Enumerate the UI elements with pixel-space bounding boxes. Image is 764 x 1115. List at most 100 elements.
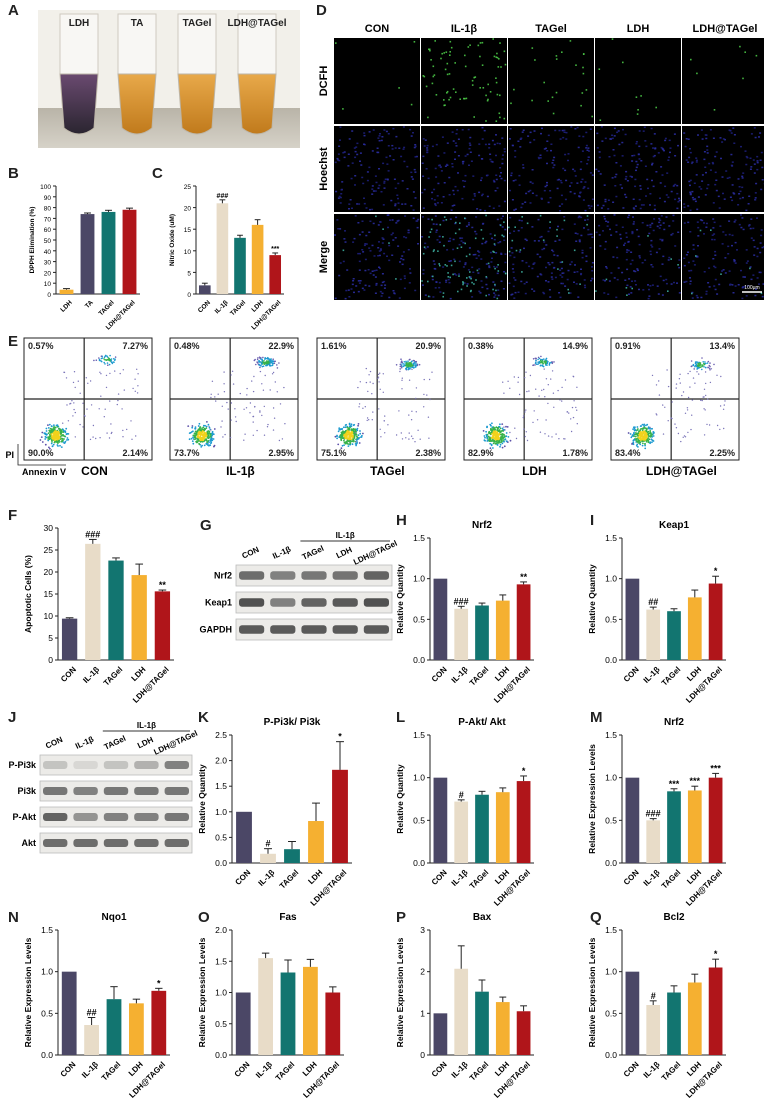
quadrant-lr: 2.38% <box>415 448 441 458</box>
nucleus-dot <box>442 266 445 268</box>
nucleus-dot <box>358 203 361 205</box>
nucleus-dot <box>488 143 491 145</box>
scatter-dot <box>707 398 709 400</box>
nucleus-dot <box>480 280 483 282</box>
dcfh-dot <box>495 56 498 58</box>
event-dot <box>357 438 359 440</box>
event-dot <box>482 430 485 432</box>
quadrant-ll: 83.4% <box>615 448 641 458</box>
dcfh-dot <box>470 289 472 292</box>
scatter-dot <box>354 432 357 434</box>
nucleus-dot <box>496 272 499 275</box>
nucleus-dot <box>432 260 435 262</box>
nucleus-dot <box>539 273 542 275</box>
event-dot <box>98 358 101 361</box>
nucleus-dot <box>617 130 620 132</box>
scatter-dot <box>662 433 665 435</box>
nucleus-dot <box>365 243 368 245</box>
event-dot <box>709 369 711 371</box>
nucleus-dot <box>741 217 744 219</box>
y-tick-label: 100 <box>40 184 51 191</box>
nucleus-dot <box>412 209 415 211</box>
bar <box>84 1025 99 1055</box>
scatter-dot <box>379 388 381 390</box>
x-tick-label: CON <box>233 1060 252 1079</box>
nucleus-dot <box>435 281 438 283</box>
event-dot <box>95 359 98 362</box>
event-dot <box>257 357 259 359</box>
event-dot <box>639 441 642 444</box>
flow-plot-2: 1.61% 20.9%75.1% 2.38%TAGel <box>316 337 446 478</box>
nucleus-dot <box>612 256 615 258</box>
event-dot <box>208 432 210 434</box>
nucleus-dot <box>609 138 612 140</box>
nucleus-dot <box>752 227 755 230</box>
event-dot <box>631 434 634 436</box>
scatter-dot <box>100 395 102 397</box>
event-dot <box>546 362 549 365</box>
nucleus-dot <box>651 284 654 286</box>
nucleus-dot <box>495 134 497 136</box>
nucleus-dot <box>669 147 672 149</box>
dcfh-dot <box>438 263 440 265</box>
event-dot <box>401 364 403 366</box>
tube-label: LDH@TAGel <box>227 18 286 29</box>
panel-d-microscopy: CON IL-1β TAGel LDH LDH@TAGelDCFHHoechstMerg… <box>318 23 764 300</box>
scatter-dot <box>675 387 677 389</box>
nucleus-dot <box>726 177 729 179</box>
nucleus-dot <box>596 204 599 207</box>
event-dot <box>341 444 344 447</box>
nucleus-dot <box>578 240 581 243</box>
event-dot <box>53 428 56 431</box>
nucleus-dot <box>574 128 577 130</box>
scatter-dot <box>414 441 416 443</box>
blot-band <box>73 813 98 821</box>
panel-letter-M: M <box>590 709 603 726</box>
nucleus-dot <box>434 203 437 205</box>
scatter-dot <box>366 419 368 422</box>
nucleus-dot <box>756 168 759 171</box>
nucleus-dot <box>421 162 424 164</box>
nucleus-dot <box>391 254 394 256</box>
event-dot <box>548 362 551 364</box>
bar <box>495 1002 510 1055</box>
nucleus-dot <box>553 164 556 166</box>
nucleus-dot <box>728 233 731 236</box>
scatter-dot <box>664 406 666 408</box>
y-tick-label: 1.5 <box>41 925 53 935</box>
dcfh-dot <box>450 46 453 49</box>
nucleus-dot <box>416 220 419 222</box>
nucleus-dot <box>454 185 457 188</box>
y-tick-label: 1.5 <box>215 956 227 966</box>
nucleus-dot <box>687 138 690 140</box>
event-dot <box>635 432 637 434</box>
nucleus-dot <box>750 237 753 239</box>
x-tick-label: CON <box>430 868 449 887</box>
scatter-dot <box>73 402 75 404</box>
nucleus-dot <box>337 197 340 199</box>
nucleus-dot <box>364 243 367 245</box>
nucleus-dot <box>442 196 445 198</box>
bar <box>475 794 489 863</box>
event-dot <box>538 357 541 360</box>
nucleus-dot <box>678 259 681 261</box>
scatter-dot <box>698 373 700 375</box>
nucleus-dot <box>692 198 695 201</box>
nucleus-dot <box>573 170 576 172</box>
dcfh-dot <box>471 281 473 284</box>
nucleus-dot <box>708 162 711 165</box>
nucleus-dot <box>688 270 691 272</box>
nucleus-dot <box>451 205 454 207</box>
nucleus-dot <box>609 228 611 231</box>
nucleus-dot <box>493 181 496 183</box>
nucleus-dot <box>521 203 524 205</box>
event-dot <box>348 428 351 431</box>
nucleus-dot <box>607 293 610 295</box>
micro-tile <box>508 38 594 124</box>
event-dot <box>52 426 55 428</box>
nucleus-dot <box>706 149 709 151</box>
nucleus-dot <box>437 182 440 185</box>
nucleus-dot <box>439 291 442 293</box>
nucleus-dot <box>641 222 644 224</box>
nucleus-dot <box>496 218 499 221</box>
